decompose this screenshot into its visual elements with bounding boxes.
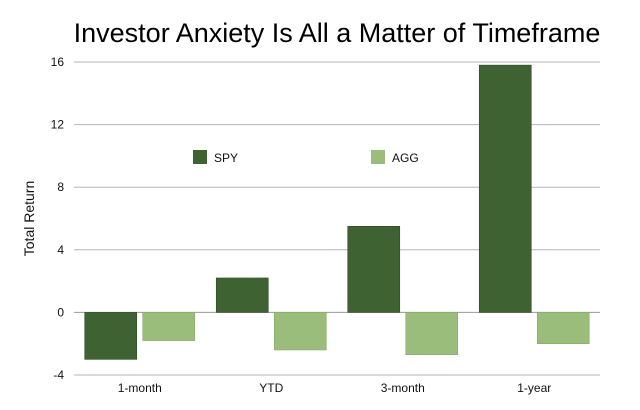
legend-swatch-spy [193,150,207,164]
bar-agg-1 [273,312,327,351]
tick-labels: -4 0 4 8 12 16 1-month YTD 3-month 1-year [51,55,552,395]
bar-spy-3 [478,64,532,313]
y-tick-label: 16 [51,55,65,69]
x-tick-label: 3-month [381,381,425,395]
bar-spy-0 [84,312,138,360]
y-axis-label: Total Return [21,181,37,256]
y-tick-label: 4 [57,243,64,257]
bar-spy-2 [347,226,401,313]
legend: SPY AGG [193,150,419,165]
bar-agg-3 [536,312,590,344]
y-tick-label: 8 [57,180,64,194]
legend-label-spy: SPY [214,151,238,165]
x-tick-label: YTD [259,381,283,395]
x-tick-label: 1-month [118,381,162,395]
y-tick-label: 12 [51,118,65,132]
x-tick-label: 1-year [517,381,551,395]
bars [84,64,590,360]
y-tick-label: -4 [53,368,64,382]
legend-swatch-agg [371,150,385,164]
bar-spy-1 [215,277,269,313]
chart-title: Investor Anxiety Is All a Matter of Time… [74,18,601,48]
y-tick-label: 0 [57,305,64,319]
legend-label-agg: AGG [392,151,419,165]
bar-agg-0 [142,312,196,341]
bar-agg-2 [405,312,459,355]
